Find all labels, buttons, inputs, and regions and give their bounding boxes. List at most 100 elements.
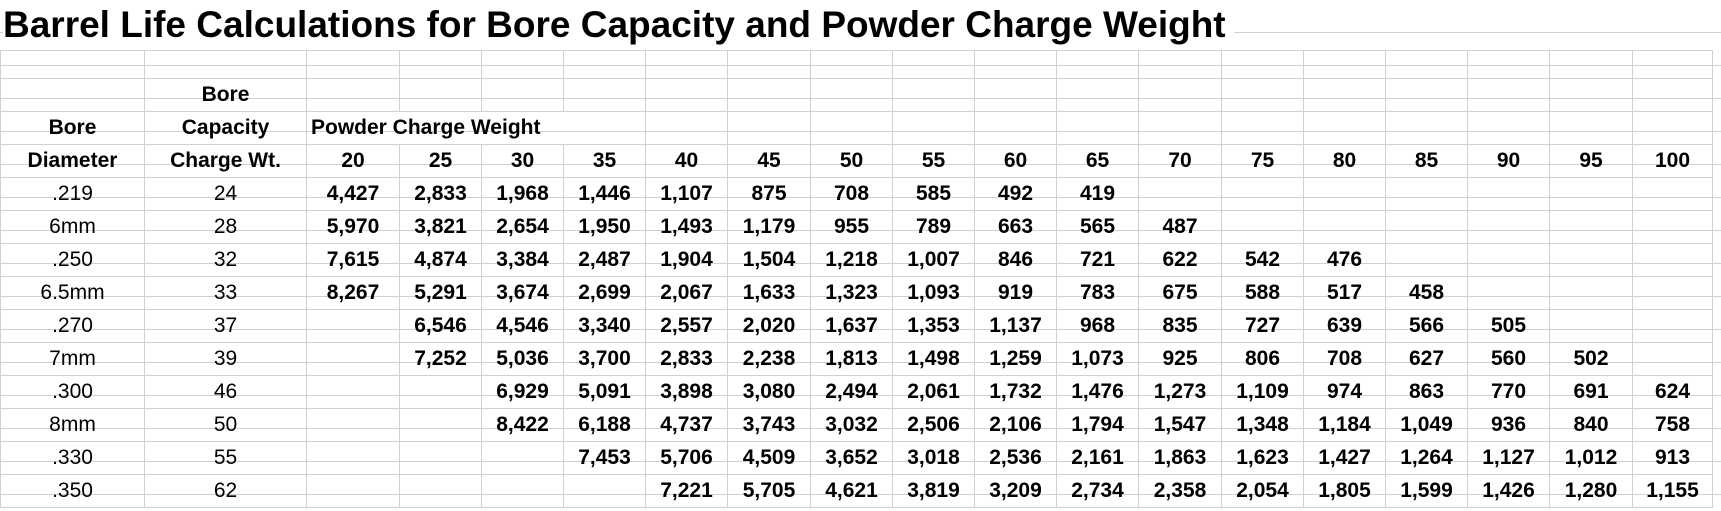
barrel-life-cell[interactable]: 3,674 bbox=[481, 276, 564, 310]
barrel-life-cell[interactable]: 1,498 bbox=[892, 342, 975, 376]
barrel-life-cell[interactable]: 7,221 bbox=[645, 474, 728, 508]
capacity-header-line2[interactable]: Capacity bbox=[144, 111, 307, 145]
barrel-life-cell[interactable]: 5,036 bbox=[481, 342, 564, 376]
barrel-life-cell[interactable]: 955 bbox=[810, 210, 893, 244]
barrel-life-cell[interactable]: 925 bbox=[1138, 342, 1222, 376]
barrel-life-cell[interactable]: 502 bbox=[1549, 342, 1633, 376]
bore-diameter-cell[interactable]: .330 bbox=[0, 441, 145, 475]
bore-header-line1[interactable]: Bore bbox=[0, 111, 145, 145]
barrel-life-cell[interactable]: 476 bbox=[1303, 243, 1386, 277]
barrel-life-cell[interactable]: 1,127 bbox=[1467, 441, 1550, 475]
barrel-life-cell[interactable]: 846 bbox=[974, 243, 1057, 277]
barrel-life-cell[interactable]: 1,049 bbox=[1385, 408, 1468, 442]
barrel-life-cell[interactable]: 4,509 bbox=[727, 441, 811, 475]
charge-weight-header[interactable]: 65 bbox=[1056, 144, 1139, 178]
barrel-life-cell[interactable]: 727 bbox=[1221, 309, 1304, 343]
barrel-life-cell[interactable] bbox=[1303, 210, 1386, 244]
barrel-life-cell[interactable]: 1,950 bbox=[563, 210, 646, 244]
charge-weight-header[interactable]: 20 bbox=[306, 144, 400, 178]
barrel-life-cell[interactable]: 565 bbox=[1056, 210, 1139, 244]
barrel-life-cell[interactable]: 675 bbox=[1138, 276, 1222, 310]
barrel-life-cell[interactable]: 505 bbox=[1467, 309, 1550, 343]
barrel-life-cell[interactable]: 1,493 bbox=[645, 210, 728, 244]
barrel-life-cell[interactable]: 566 bbox=[1385, 309, 1468, 343]
bore-capacity-cell[interactable]: 33 bbox=[144, 276, 307, 310]
bore-capacity-cell[interactable]: 55 bbox=[144, 441, 307, 475]
barrel-life-cell[interactable]: 875 bbox=[727, 177, 811, 211]
barrel-life-cell[interactable]: 4,621 bbox=[810, 474, 893, 508]
barrel-life-cell[interactable]: 458 bbox=[1385, 276, 1468, 310]
barrel-life-cell[interactable]: 5,291 bbox=[399, 276, 482, 310]
barrel-life-cell[interactable]: 4,737 bbox=[645, 408, 728, 442]
barrel-life-cell[interactable]: 968 bbox=[1056, 309, 1139, 343]
barrel-life-cell[interactable]: 2,487 bbox=[563, 243, 646, 277]
barrel-life-cell[interactable]: 3,384 bbox=[481, 243, 564, 277]
barrel-life-cell[interactable]: 5,970 bbox=[306, 210, 400, 244]
barrel-life-cell[interactable]: 1,184 bbox=[1303, 408, 1386, 442]
barrel-life-cell[interactable]: 1,504 bbox=[727, 243, 811, 277]
barrel-life-cell[interactable]: 974 bbox=[1303, 375, 1386, 409]
barrel-life-cell[interactable]: 783 bbox=[1056, 276, 1139, 310]
bore-capacity-cell[interactable]: 39 bbox=[144, 342, 307, 376]
barrel-life-cell[interactable]: 5,705 bbox=[727, 474, 811, 508]
barrel-life-cell[interactable]: 4,874 bbox=[399, 243, 482, 277]
barrel-life-cell[interactable]: 691 bbox=[1549, 375, 1633, 409]
barrel-life-cell[interactable]: 517 bbox=[1303, 276, 1386, 310]
barrel-life-cell[interactable] bbox=[399, 375, 482, 409]
barrel-life-cell[interactable]: 1,623 bbox=[1221, 441, 1304, 475]
bore-diameter-cell[interactable]: .219 bbox=[0, 177, 145, 211]
barrel-life-cell[interactable] bbox=[1385, 243, 1468, 277]
barrel-life-cell[interactable]: 936 bbox=[1467, 408, 1550, 442]
barrel-life-cell[interactable]: 3,743 bbox=[727, 408, 811, 442]
barrel-life-cell[interactable]: 1,073 bbox=[1056, 342, 1139, 376]
barrel-life-cell[interactable]: 1,348 bbox=[1221, 408, 1304, 442]
bore-diameter-cell[interactable]: .300 bbox=[0, 375, 145, 409]
barrel-life-cell[interactable]: 3,821 bbox=[399, 210, 482, 244]
barrel-life-cell[interactable]: 2,020 bbox=[727, 309, 811, 343]
barrel-life-cell[interactable]: 8,422 bbox=[481, 408, 564, 442]
barrel-life-cell[interactable]: 8,267 bbox=[306, 276, 400, 310]
barrel-life-cell[interactable]: 1,012 bbox=[1549, 441, 1633, 475]
barrel-life-cell[interactable]: 1,904 bbox=[645, 243, 728, 277]
barrel-life-cell[interactable]: 542 bbox=[1221, 243, 1304, 277]
barrel-life-cell[interactable]: 721 bbox=[1056, 243, 1139, 277]
barrel-life-cell[interactable] bbox=[1549, 309, 1633, 343]
barrel-life-cell[interactable]: 1,732 bbox=[974, 375, 1057, 409]
barrel-life-cell[interactable]: 1,813 bbox=[810, 342, 893, 376]
barrel-life-cell[interactable]: 4,546 bbox=[481, 309, 564, 343]
barrel-life-cell[interactable]: 1,476 bbox=[1056, 375, 1139, 409]
barrel-life-cell[interactable]: 863 bbox=[1385, 375, 1468, 409]
barrel-life-cell[interactable]: 2,654 bbox=[481, 210, 564, 244]
barrel-life-cell[interactable]: 6,929 bbox=[481, 375, 564, 409]
barrel-life-cell[interactable]: 3,080 bbox=[727, 375, 811, 409]
charge-weight-header[interactable]: 30 bbox=[481, 144, 564, 178]
barrel-life-cell[interactable]: 919 bbox=[974, 276, 1057, 310]
barrel-life-cell[interactable]: 7,252 bbox=[399, 342, 482, 376]
barrel-life-cell[interactable]: 585 bbox=[892, 177, 975, 211]
barrel-life-cell[interactable]: 419 bbox=[1056, 177, 1139, 211]
bore-diameter-cell[interactable]: 6.5mm bbox=[0, 276, 145, 310]
barrel-life-cell[interactable] bbox=[1385, 210, 1468, 244]
barrel-life-cell[interactable]: 2,358 bbox=[1138, 474, 1222, 508]
barrel-life-cell[interactable]: 1,633 bbox=[727, 276, 811, 310]
capacity-header-line1[interactable]: Bore bbox=[144, 78, 307, 112]
barrel-life-cell[interactable] bbox=[1221, 210, 1304, 244]
barrel-life-cell[interactable]: 1,218 bbox=[810, 243, 893, 277]
barrel-life-cell[interactable]: 3,819 bbox=[892, 474, 975, 508]
barrel-life-cell[interactable]: 6,188 bbox=[563, 408, 646, 442]
barrel-life-cell[interactable]: 789 bbox=[892, 210, 975, 244]
barrel-life-cell[interactable]: 3,032 bbox=[810, 408, 893, 442]
barrel-life-cell[interactable]: 758 bbox=[1632, 408, 1713, 442]
barrel-life-cell[interactable]: 2,494 bbox=[810, 375, 893, 409]
bore-diameter-cell[interactable]: .270 bbox=[0, 309, 145, 343]
barrel-life-cell[interactable] bbox=[1467, 177, 1550, 211]
barrel-life-cell[interactable]: 1,273 bbox=[1138, 375, 1222, 409]
barrel-life-cell[interactable]: 913 bbox=[1632, 441, 1713, 475]
barrel-life-cell[interactable]: 708 bbox=[810, 177, 893, 211]
barrel-life-cell[interactable]: 2,833 bbox=[645, 342, 728, 376]
barrel-life-cell[interactable]: 2,054 bbox=[1221, 474, 1304, 508]
barrel-life-cell[interactable]: 835 bbox=[1138, 309, 1222, 343]
barrel-life-cell[interactable]: 840 bbox=[1549, 408, 1633, 442]
barrel-life-cell[interactable]: 3,898 bbox=[645, 375, 728, 409]
barrel-life-cell[interactable] bbox=[306, 408, 400, 442]
